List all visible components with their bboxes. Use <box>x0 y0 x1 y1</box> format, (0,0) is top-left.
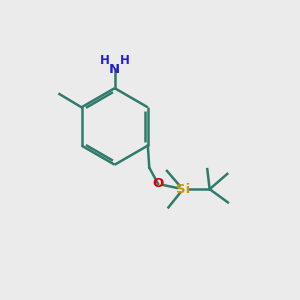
Text: Si: Si <box>176 183 190 196</box>
Text: H: H <box>120 54 130 67</box>
Text: H: H <box>99 54 109 67</box>
Text: O: O <box>152 177 164 190</box>
Text: N: N <box>109 62 120 76</box>
